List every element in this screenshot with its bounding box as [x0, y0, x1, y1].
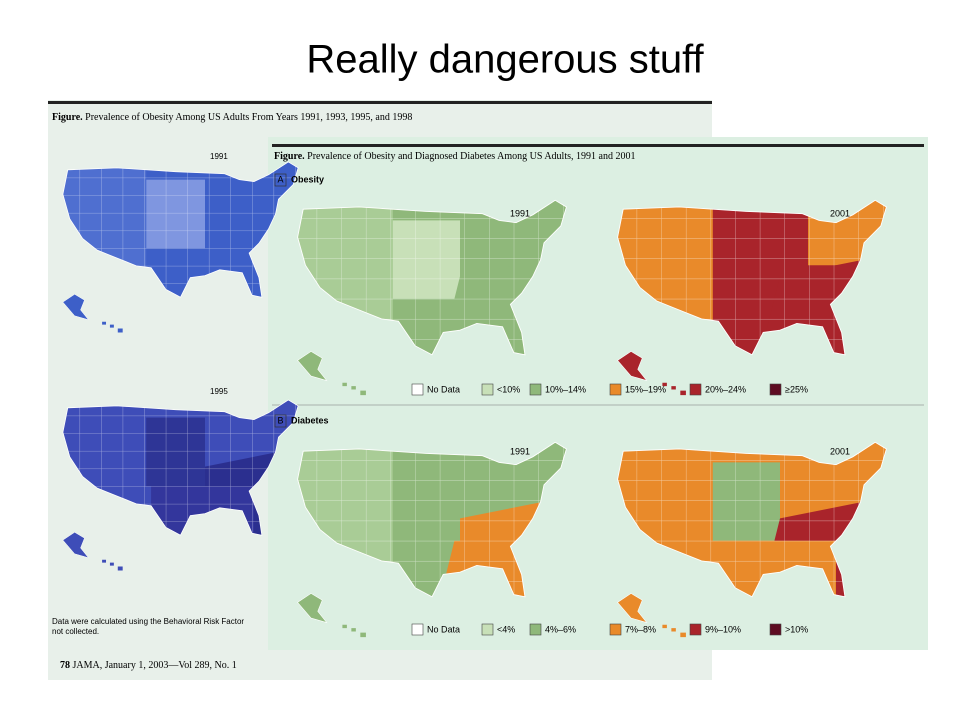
legend-label: >10% [785, 624, 808, 634]
map-year: 2001 [830, 446, 850, 456]
alaska [62, 531, 90, 559]
legend-label: 7%–8% [625, 624, 656, 634]
alaska [297, 351, 328, 382]
figure-caption: Figure. Prevalence of Obesity and Diagno… [274, 151, 635, 162]
alaska [617, 351, 648, 382]
rule [48, 101, 712, 104]
legend-swatch [411, 383, 424, 396]
legend-label: ≥25% [785, 384, 808, 394]
legend-swatch [481, 383, 494, 396]
footer: 78 JAMA, January 1, 2003—Vol 289, No. 1 [60, 660, 237, 671]
panel-letter-box [274, 173, 287, 187]
legend-label: 4%–6% [545, 624, 576, 634]
panels: A Obesity 1991 2001 No Data <10% 10%–14% 15%–19… [274, 173, 850, 636]
legend-label: No Data [427, 384, 460, 394]
hawaii [662, 382, 686, 396]
hawaii [662, 624, 686, 638]
legend-swatch [769, 623, 782, 636]
legend-swatch [769, 383, 782, 396]
map-year: 1991 [210, 152, 228, 161]
footnote: Data were calculated using the Behaviora… [52, 617, 244, 626]
slide-title: Really dangerous stuff [306, 38, 704, 82]
map-year: 1995 [210, 387, 228, 396]
panel-letter: B [277, 415, 283, 425]
map-year: 1991 [510, 446, 530, 456]
map-year: 1991 [510, 208, 530, 218]
legend-swatch [411, 623, 424, 636]
legend-label: 10%–14% [545, 384, 586, 394]
legend-swatch [689, 623, 702, 636]
legend-swatch [529, 623, 542, 636]
legend-label: 9%–10% [705, 624, 741, 634]
legend-label: <10% [497, 384, 520, 394]
panel-letter: A [277, 174, 283, 184]
hawaii [342, 382, 366, 396]
alaska [62, 293, 90, 321]
panel-name: Diabetes [291, 415, 329, 425]
rule [272, 144, 924, 147]
map-year: 2001 [830, 208, 850, 218]
legend-swatch [609, 383, 622, 396]
legend-swatch [689, 383, 702, 396]
legend-swatch [529, 383, 542, 396]
footnote: not collected. [52, 627, 99, 636]
panel-letter-box [274, 414, 287, 428]
panel-name: Obesity [291, 174, 324, 184]
hawaii [102, 559, 123, 571]
alaska [297, 593, 328, 624]
hawaii [342, 624, 366, 638]
hawaii [102, 321, 123, 333]
figure-caption: Figure. Prevalence of Obesity Among US A… [52, 112, 412, 123]
alaska [617, 593, 648, 624]
legend-label: 15%–19% [625, 384, 666, 394]
legend-swatch [481, 623, 494, 636]
legend-label: <4% [497, 624, 515, 634]
legend-swatch [609, 623, 622, 636]
legend-label: 20%–24% [705, 384, 746, 394]
legend-label: No Data [427, 624, 460, 634]
